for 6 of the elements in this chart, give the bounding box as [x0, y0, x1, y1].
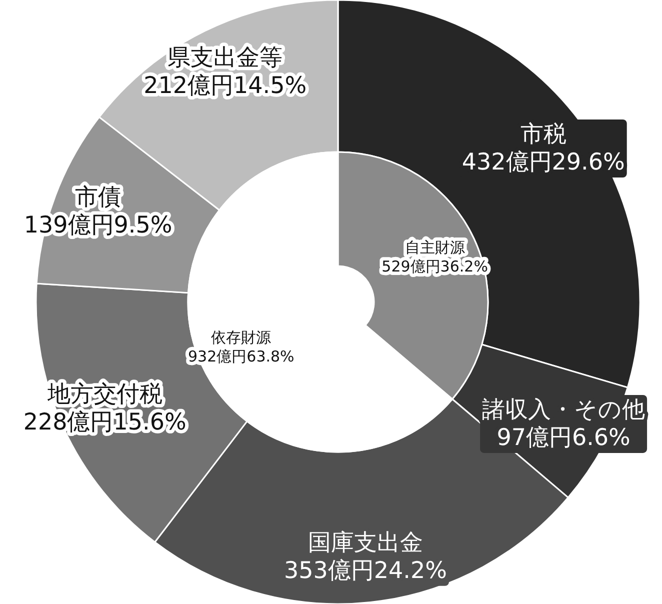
data-label: 353億円24.2% [284, 558, 447, 584]
slice-label: 国庫支出金 [308, 530, 424, 556]
data-label: 97億円6.6% [496, 424, 630, 451]
data-label: 432億円29.6% [462, 149, 625, 176]
slice-label: 市税 [520, 121, 566, 148]
slice-label: 諸収入・その他 [482, 396, 646, 423]
